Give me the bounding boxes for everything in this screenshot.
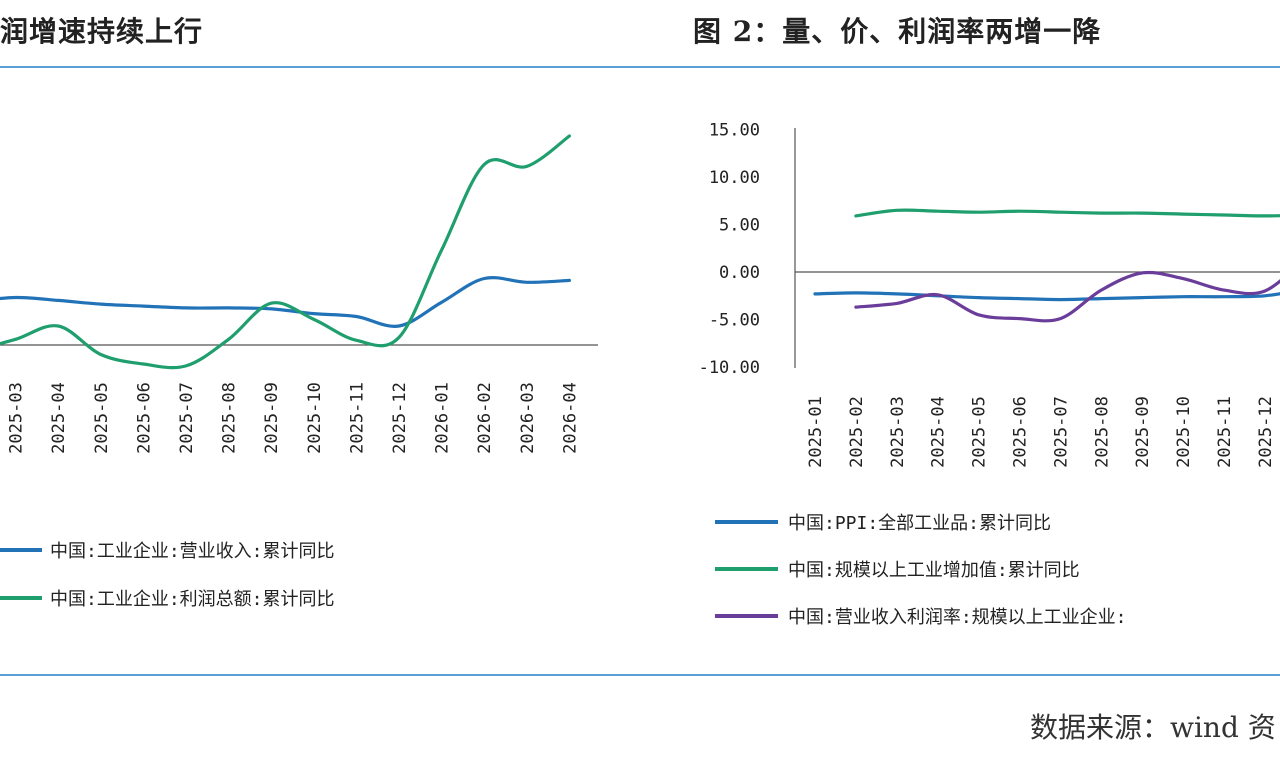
right-x-tick-label: 2025-06 xyxy=(1011,396,1031,468)
left-x-tick-label: 2026-02 xyxy=(475,382,495,454)
left-x-tick-label: 2025-09 xyxy=(262,382,282,454)
right-y-tick-label: -5.00 xyxy=(709,311,760,331)
right-chart: 15.00 10.00 5.00 0.00 -5.00 -10.00 2025-01 2025… xyxy=(699,121,1280,628)
right-legend-label: 中国:规模以上工业增加值:累计同比 xyxy=(788,560,1080,581)
left-x-tick-label: 2025-05 xyxy=(92,382,112,454)
left-x-tick-label: 2026-03 xyxy=(518,382,538,454)
left-x-tick-label: 2025-03 xyxy=(7,382,27,454)
right-legend-label: 中国:PPI:全部工业品:累计同比 xyxy=(788,513,1051,534)
right-x-tick-label: 2025-11 xyxy=(1215,396,1235,468)
left-x-tick-label: 2025-10 xyxy=(305,382,325,454)
left-x-tick-label: 2025-08 xyxy=(220,382,240,454)
bottom-divider xyxy=(0,674,1280,676)
right-legend-label: 中国:营业收入利润率:规模以上工业企业: xyxy=(788,607,1127,628)
right-y-tick-label: -10.00 xyxy=(699,358,760,378)
right-x-tick-label: 2025-12 xyxy=(1256,396,1276,468)
left-series-line-1 xyxy=(0,276,571,328)
left-x-tick-label: 2025-12 xyxy=(390,382,410,454)
right-y-tick-label: 0.00 xyxy=(719,263,760,283)
top-divider xyxy=(0,66,1280,68)
left-x-tick-label: 2025-04 xyxy=(49,382,69,454)
left-chart-title: 润增速持续上行 xyxy=(0,15,204,48)
right-series-line-3 xyxy=(854,270,1280,323)
right-series-line-2 xyxy=(854,208,1280,218)
right-series-line-1 xyxy=(813,291,1280,302)
right-x-tick-label: 2025-01 xyxy=(806,396,826,468)
right-x-tick-label: 2025-07 xyxy=(1051,396,1071,468)
right-x-tick-label: 2025-05 xyxy=(970,396,990,468)
right-x-tick-label: 2025-03 xyxy=(888,396,908,468)
right-x-tick-label: 2025-04 xyxy=(929,396,949,468)
right-chart-title: 图 2：量、价、利润率两增一降 xyxy=(693,15,1102,48)
right-x-tick-label: 2025-02 xyxy=(847,396,867,468)
left-legend-label: 中国:工业企业:利润总额:累计同比 xyxy=(50,589,335,610)
right-y-tick-label: 15.00 xyxy=(709,121,760,141)
left-chart: 2025-03 2025-04 2025-05 2025-06 2025-07 2025-… xyxy=(0,134,598,610)
left-x-tick-label: 2025-07 xyxy=(177,382,197,454)
left-x-tick-label: 2025-06 xyxy=(134,382,154,454)
right-y-tick-label: 10.00 xyxy=(709,168,760,188)
left-series-line-2 xyxy=(0,134,571,370)
right-x-tick-label: 2025-08 xyxy=(1092,396,1112,468)
left-x-tick-label: 2025-11 xyxy=(347,382,367,454)
right-x-tick-label: 2025-10 xyxy=(1174,396,1194,468)
right-x-tick-label: 2025-09 xyxy=(1133,396,1153,468)
left-x-tick-label: 2026-04 xyxy=(560,382,580,454)
left-x-tick-label: 2026-01 xyxy=(433,382,453,454)
data-source-note: 数据来源：wind 资 xyxy=(1030,711,1276,744)
left-legend-label: 中国:工业企业:营业收入:累计同比 xyxy=(50,541,335,562)
right-y-tick-label: 5.00 xyxy=(719,216,760,236)
